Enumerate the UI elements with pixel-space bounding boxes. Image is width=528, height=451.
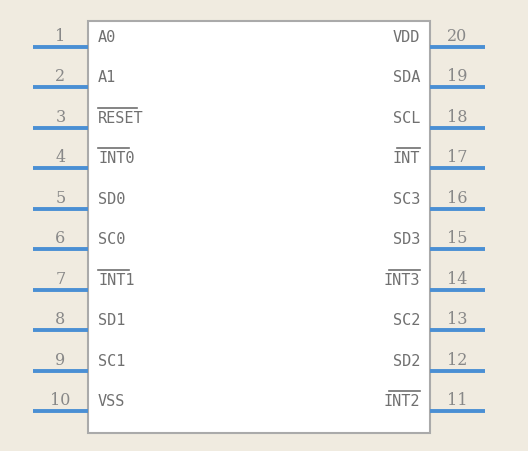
Text: SC3: SC3 [393,191,420,206]
Text: VSS: VSS [98,393,125,408]
Bar [88,22,430,433]
Text: INT: INT [393,151,420,166]
Text: 8: 8 [55,310,65,327]
Text: 19: 19 [447,68,468,85]
Text: 7: 7 [55,270,65,287]
Text: INT1: INT1 [98,272,135,287]
Text: 1: 1 [55,28,65,45]
Text: SD2: SD2 [393,353,420,368]
Text: SD0: SD0 [98,191,125,206]
Text: INT2: INT2 [383,393,420,408]
Text: 10: 10 [50,391,71,408]
Text: 6: 6 [55,230,65,247]
Text: 4: 4 [55,149,65,166]
Text: A1: A1 [98,70,116,85]
Text: RESET: RESET [98,110,144,126]
Text: 3: 3 [55,109,65,126]
Text: 17: 17 [447,149,468,166]
Text: VDD: VDD [393,30,420,45]
Text: SD3: SD3 [393,232,420,247]
Text: 20: 20 [447,28,468,45]
Text: 18: 18 [447,109,468,126]
Text: SDA: SDA [393,70,420,85]
Text: 9: 9 [55,351,65,368]
Text: SCL: SCL [393,110,420,126]
Text: INT0: INT0 [98,151,135,166]
Text: SC1: SC1 [98,353,125,368]
Text: 2: 2 [55,68,65,85]
Text: 12: 12 [447,351,468,368]
Text: SD1: SD1 [98,313,125,327]
Text: A0: A0 [98,30,116,45]
Text: 13: 13 [447,310,468,327]
Text: 11: 11 [447,391,468,408]
Text: 5: 5 [55,189,65,206]
Text: 15: 15 [447,230,468,247]
Text: 16: 16 [447,189,468,206]
Text: SC2: SC2 [393,313,420,327]
Text: SC0: SC0 [98,232,125,247]
Text: INT3: INT3 [383,272,420,287]
Text: 14: 14 [447,270,468,287]
